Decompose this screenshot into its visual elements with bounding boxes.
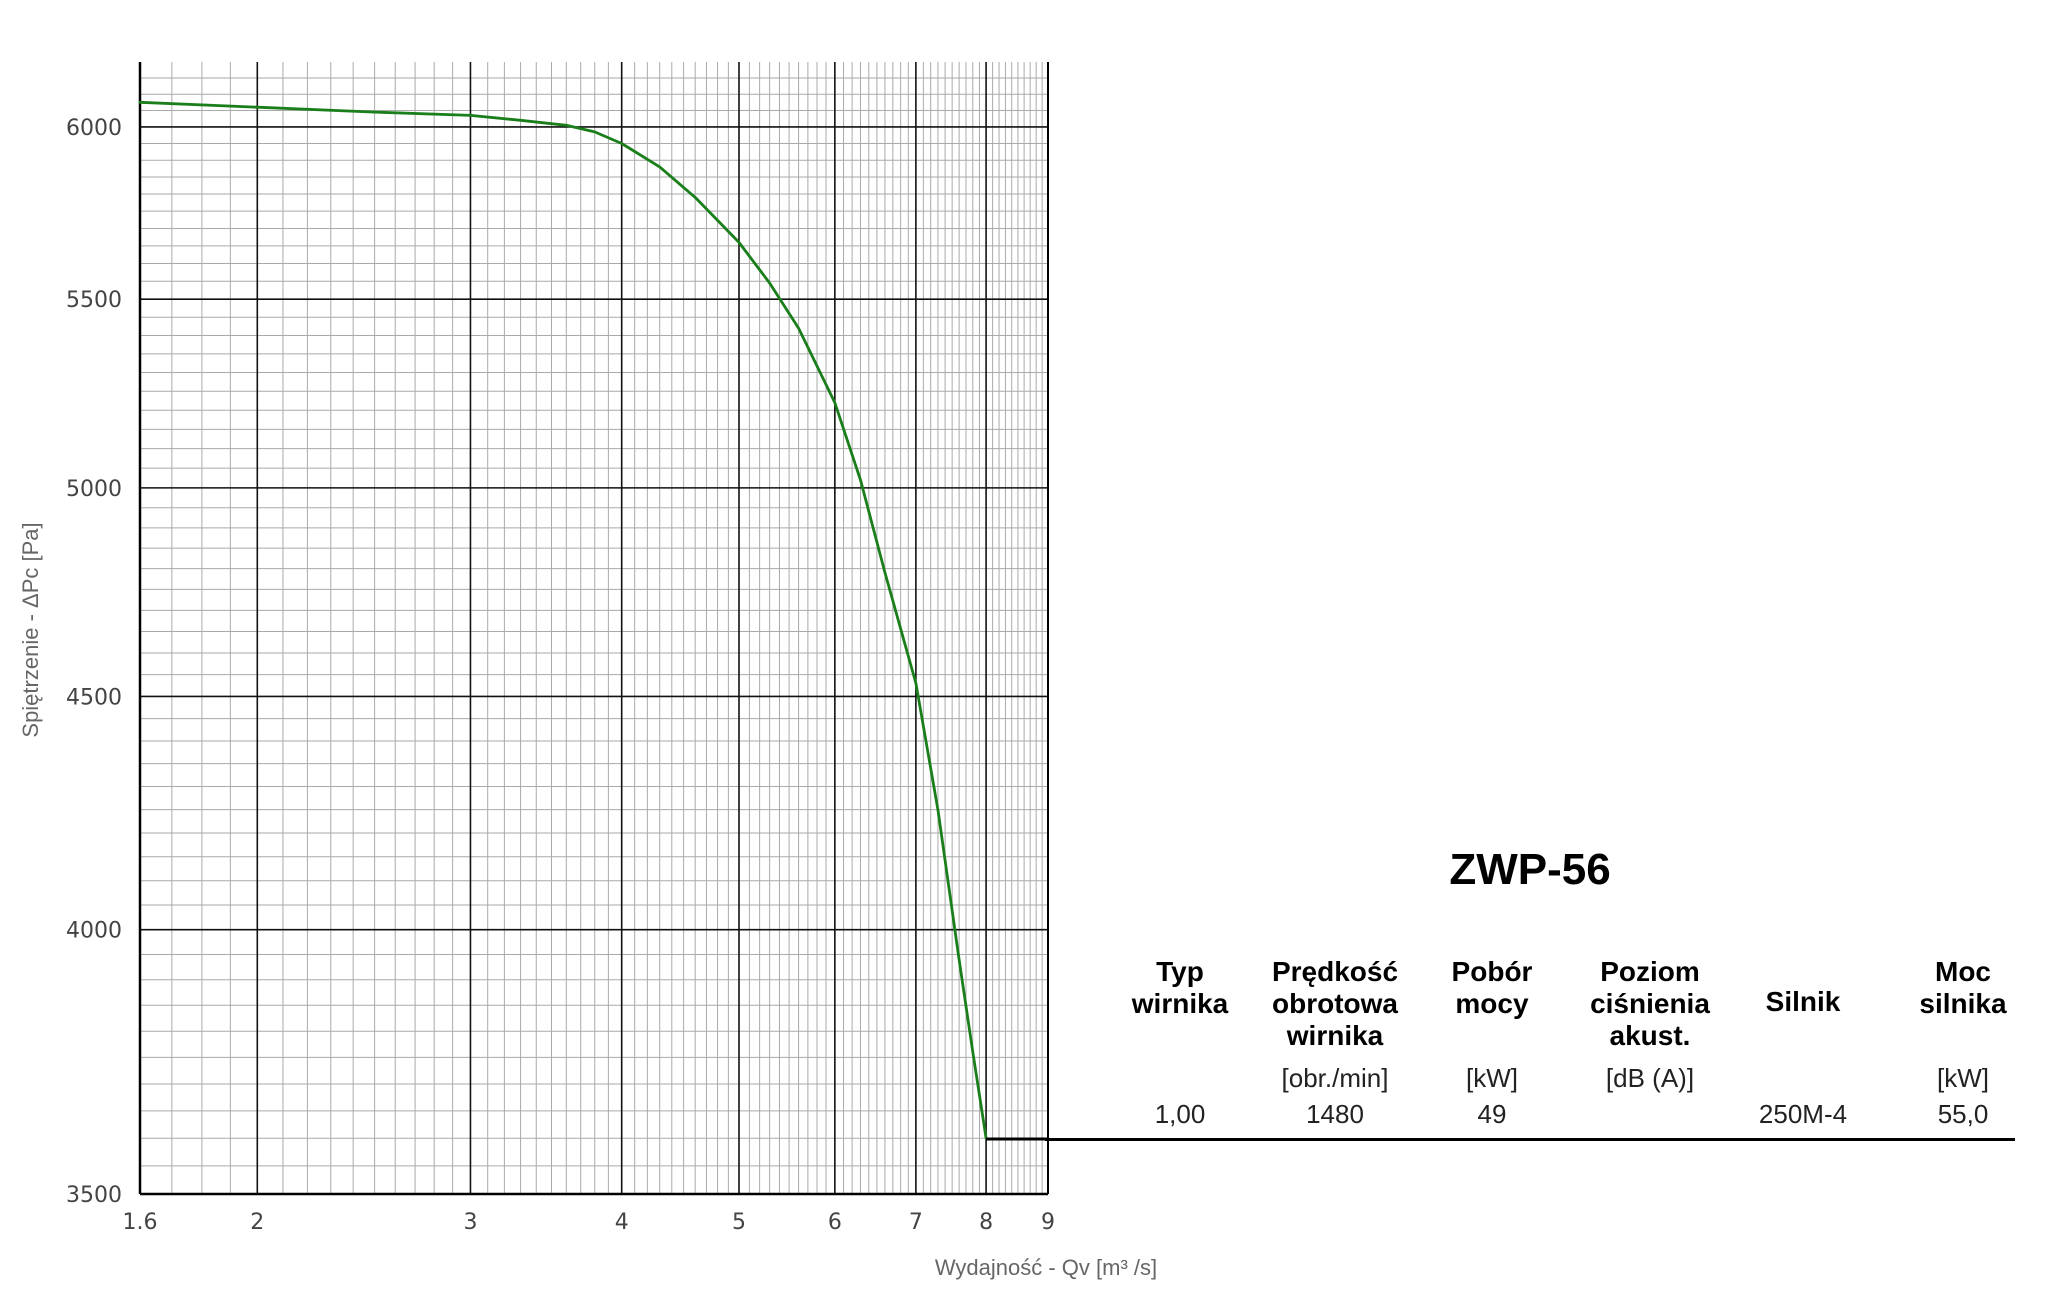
y-axis-label: Spiętrzenie - ΔPc [Pa] — [18, 522, 43, 737]
y-tick-labels: 3500 4000 4500 5000 5500 6000 — [66, 116, 122, 1208]
table-header-line: akust. — [1609, 1020, 1691, 1051]
x-tick-label: 1.6 — [123, 1210, 158, 1235]
table-header-cell: Poziom ciśnienia akust. — [1590, 956, 1710, 1052]
table-header-line: ciśnienia — [1590, 988, 1710, 1019]
table-header-line: Pobór — [1451, 956, 1533, 987]
x-axis-label: Wydajność - Qv [m³ /s] — [935, 1255, 1157, 1280]
y-tick-label: 4500 — [66, 685, 122, 710]
table-header-line: Moc — [1934, 956, 1991, 987]
table-rule — [1045, 1138, 2015, 1141]
table-header-cell: Moc silnika — [1919, 956, 2006, 1020]
table-header-line: silnika — [1919, 988, 2007, 1019]
table-value-cell: 49 — [1477, 1099, 1507, 1129]
x-tick-label: 3 — [463, 1210, 477, 1235]
table-unit-cell: [dB (A)] — [1605, 1063, 1695, 1093]
table-unit-cell: [kW] — [1937, 1063, 1989, 1093]
minor-grid — [140, 62, 1048, 1194]
table-value-cell: 250M-4 — [1758, 1099, 1848, 1129]
x-tick-label: 5 — [732, 1210, 746, 1235]
table-header-line: Typ — [1156, 956, 1204, 987]
table-header-line: Silnik — [1765, 986, 1841, 1017]
table-header-cell: Silnik — [1766, 986, 1841, 1018]
table-header-cell: Prędkość obrotowa wirnika — [1272, 956, 1398, 1052]
axes — [138, 62, 1049, 1196]
x-tick-label: 7 — [909, 1210, 923, 1235]
y-tick-label: 5500 — [66, 288, 122, 313]
table-header-cell: Pobór mocy — [1452, 956, 1533, 1020]
table-value-cell: 1,00 — [1154, 1099, 1206, 1129]
table-header-line: Poziom — [1600, 956, 1700, 987]
x-tick-label: 2 — [250, 1210, 264, 1235]
x-tick-label: 4 — [615, 1210, 629, 1235]
table-value-cell: 55,0 — [1937, 1099, 1989, 1129]
y-tick-label: 4000 — [66, 919, 122, 944]
table-header-line: Prędkość — [1271, 956, 1399, 987]
y-tick-label: 6000 — [66, 116, 122, 141]
x-tick-label: 8 — [979, 1210, 993, 1235]
table-value-cell: 1480 — [1306, 1099, 1364, 1129]
table-header-line: mocy — [1455, 988, 1529, 1019]
x-tick-labels: 1.6 2 3 4 5 6 7 8 9 — [123, 1210, 1056, 1235]
fan-model-title: ZWP-56 — [1449, 845, 1611, 894]
major-grid — [140, 62, 1048, 1194]
table-unit-cell: [obr./min] — [1281, 1063, 1389, 1093]
x-tick-label: 6 — [828, 1210, 842, 1235]
table-unit-cell: [kW] — [1466, 1063, 1518, 1093]
table-header-cell: Typ wirnika — [1132, 956, 1228, 1020]
series-line — [138, 100, 988, 1140]
series-lines — [138, 100, 1048, 1141]
table-header-line: wirnika — [1131, 988, 1229, 1019]
x-tick-label: 9 — [1041, 1210, 1055, 1235]
y-tick-label: 5000 — [66, 477, 122, 502]
table-header-line: wirnika — [1286, 1020, 1384, 1051]
y-tick-label: 3500 — [66, 1183, 122, 1208]
table-header-line: obrotowa — [1271, 988, 1398, 1019]
